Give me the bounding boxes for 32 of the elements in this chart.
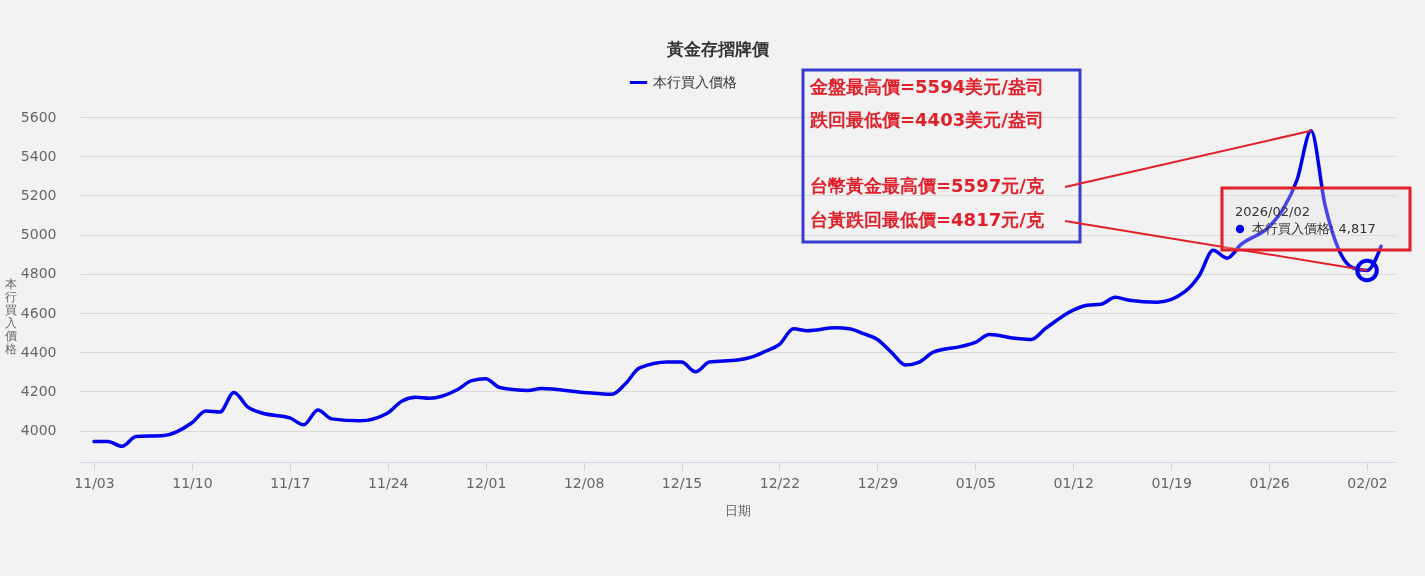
x-tick-label: 02/02 bbox=[1347, 474, 1388, 491]
y-tick-label: 5400 bbox=[20, 147, 57, 164]
y-tick-label: 5600 bbox=[20, 108, 57, 125]
y-tick-label: 4400 bbox=[20, 343, 57, 360]
annotation: 跌回最低價=4403美元/盎司 bbox=[809, 109, 1044, 130]
chart-title: 黃金存摺牌價 bbox=[665, 38, 770, 59]
x-tick-label: 12/29 bbox=[857, 474, 899, 491]
x-tick-label: 12/22 bbox=[759, 474, 801, 491]
x-tick-label: 12/15 bbox=[661, 474, 703, 491]
x-tick-label: 11/10 bbox=[172, 474, 213, 491]
legend-label: 本行買入價格 bbox=[653, 73, 737, 90]
x-tick-label: 01/05 bbox=[955, 474, 996, 491]
x-tick-label: 01/19 bbox=[1151, 474, 1192, 491]
annotation: 台黃跌回最低價=4817元/克 bbox=[810, 209, 1044, 230]
x-tick-label: 11/24 bbox=[368, 474, 409, 491]
x-tick-label: 12/01 bbox=[466, 474, 507, 491]
x-tick-label: 01/26 bbox=[1249, 474, 1290, 491]
x-tick-label: 11/17 bbox=[270, 474, 311, 491]
x-tick-label: 01/12 bbox=[1053, 474, 1094, 491]
annotation: 台幣黃金最高價=5597元/克 bbox=[810, 175, 1044, 196]
y-tick-label: 4200 bbox=[20, 382, 57, 399]
y-axis-title: 本行買入價格 bbox=[3, 276, 17, 356]
x-tick-label: 12/08 bbox=[563, 474, 605, 491]
y-tick-label: 4800 bbox=[20, 265, 57, 282]
x-axis-title: 日期 bbox=[725, 502, 751, 518]
line-series bbox=[92, 128, 1383, 449]
text: 金盤最高價=5594美元/盎司 bbox=[809, 76, 1044, 97]
y-tick-label: 5000 bbox=[20, 226, 57, 243]
y-tick-label: 4000 bbox=[20, 422, 57, 439]
y-tick-label: 5200 bbox=[20, 186, 57, 203]
x-tick-label: 11/03 bbox=[74, 474, 115, 491]
y-tick-label: 4600 bbox=[20, 304, 57, 321]
